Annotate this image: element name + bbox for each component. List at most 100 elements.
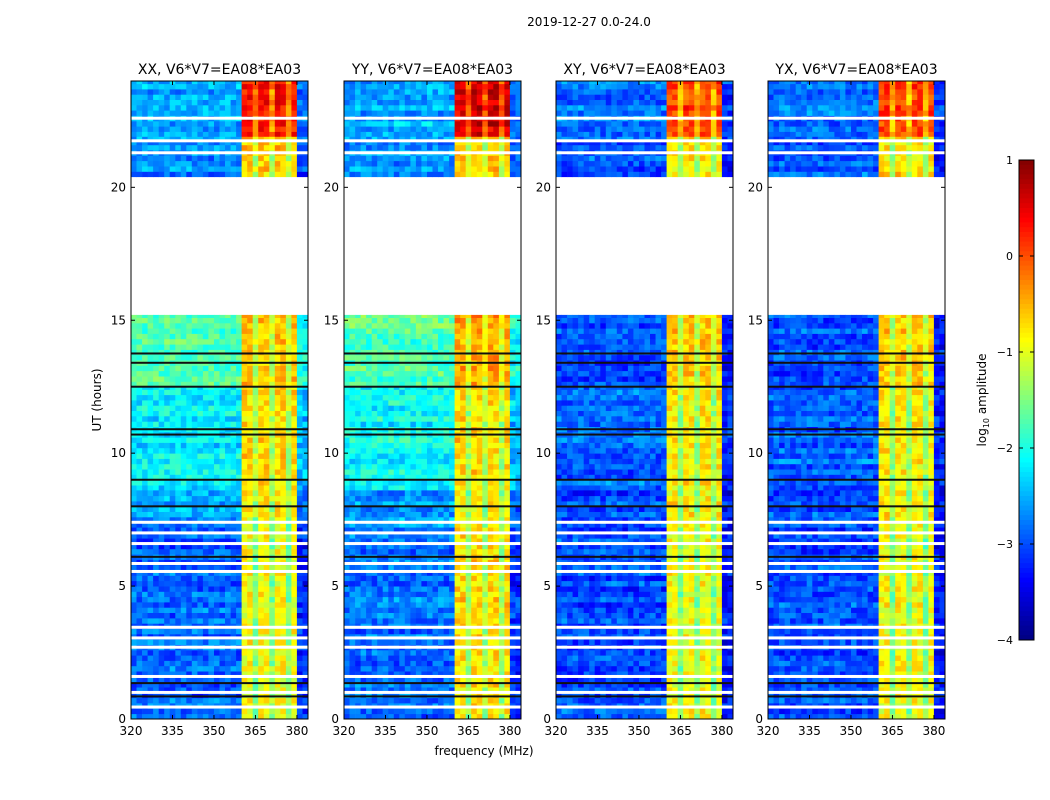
heatmap-cell	[415, 421, 422, 427]
heatmap-cell	[410, 381, 417, 388]
heatmap-cell	[404, 354, 411, 361]
heatmap-cell	[393, 400, 400, 406]
dark-row	[131, 433, 308, 436]
heatmap-cell	[366, 94, 372, 100]
heatmap-cell	[399, 365, 406, 372]
heatmap-cell	[487, 410, 494, 417]
heatmap-cell	[258, 501, 265, 507]
heatmap-cell	[180, 81, 187, 85]
heatmap-cell	[186, 155, 193, 162]
heatmap-cell	[164, 389, 171, 396]
heatmap-cell	[269, 94, 276, 100]
heatmap-cell	[280, 381, 287, 388]
heatmap-cell	[158, 328, 165, 334]
heatmap-cell	[349, 517, 356, 523]
heatmap-cell	[208, 511, 215, 518]
heatmap-cell	[219, 639, 226, 645]
heatmap-cell	[344, 447, 350, 454]
heatmap-cell	[443, 166, 450, 172]
heatmap-cell	[241, 458, 248, 465]
heatmap-cell	[252, 681, 259, 688]
heatmap-cell	[465, 83, 472, 90]
heatmap-cell	[158, 81, 165, 85]
heatmap-cell	[460, 410, 467, 417]
heatmap-cell	[191, 602, 198, 608]
heatmap-cell	[131, 99, 137, 106]
heatmap-cell	[302, 354, 309, 361]
heatmap-cell	[449, 328, 455, 334]
heatmap-cell	[147, 344, 154, 350]
heatmap-cell	[274, 591, 281, 598]
heatmap-cell	[509, 354, 516, 361]
heatmap-cell	[258, 89, 265, 95]
heatmap-cell	[465, 479, 472, 486]
heatmap-cell	[377, 485, 384, 491]
heatmap-cell	[438, 400, 444, 406]
heatmap-cell	[504, 354, 511, 361]
heatmap-cell	[280, 580, 287, 587]
heatmap-cell	[153, 314, 159, 318]
heatmap-cell	[415, 453, 422, 459]
heatmap-cell	[180, 671, 187, 677]
heatmap-cell	[208, 317, 215, 324]
heatmap-cell	[258, 602, 265, 608]
heatmap-cell	[487, 389, 494, 396]
heatmap-cell	[252, 365, 259, 372]
heatmap-cell	[515, 136, 522, 140]
heatmap-cell	[236, 665, 242, 672]
heatmap-cell	[274, 322, 281, 329]
heatmap-cell	[410, 136, 417, 140]
heatmap-cell	[291, 171, 298, 178]
heatmap-cell	[296, 317, 303, 324]
heatmap-cell	[197, 501, 204, 507]
heatmap-cell	[280, 344, 287, 350]
heatmap-cell	[280, 139, 287, 146]
heatmap-cell	[208, 104, 215, 111]
heatmap-cell	[175, 354, 182, 361]
heatmap-cell	[175, 575, 182, 582]
heatmap-cell	[164, 365, 171, 372]
heatmap-cell	[202, 612, 209, 619]
heatmap-cell	[427, 506, 433, 512]
heatmap-cell	[175, 671, 182, 677]
heatmap-cell	[219, 410, 226, 417]
heatmap-cell	[471, 485, 478, 491]
heatmap-cell	[504, 400, 511, 406]
heatmap-cell	[175, 442, 182, 449]
heatmap-cell	[449, 126, 455, 132]
heatmap-cell	[131, 618, 137, 624]
heatmap-cell	[291, 580, 298, 587]
heatmap-cell	[291, 405, 298, 411]
heatmap-cell	[208, 501, 215, 507]
heatmap-cell	[438, 421, 444, 427]
heatmap-cell	[280, 144, 287, 151]
heatmap-cell	[493, 139, 500, 146]
heatmap-cell	[280, 89, 287, 95]
heatmap-cell	[371, 400, 378, 406]
heatmap-cell	[236, 660, 242, 667]
heatmap-cell	[175, 349, 182, 356]
heatmap-cell	[169, 333, 176, 340]
heatmap-cell	[302, 442, 309, 449]
heatmap-cell	[191, 708, 198, 715]
heatmap-cell	[136, 495, 143, 502]
heatmap-cell	[225, 564, 231, 571]
heatmap-cell	[443, 474, 450, 481]
heatmap-cell	[258, 628, 265, 635]
heatmap-cell	[197, 131, 204, 138]
heatmap-cell	[344, 485, 350, 491]
heatmap-cell	[175, 386, 182, 390]
heatmap-cell	[454, 386, 461, 390]
heatmap-cell	[449, 517, 455, 523]
heatmap-cell	[471, 479, 478, 486]
heatmap-cell	[443, 94, 450, 100]
heatmap-cell	[225, 618, 231, 624]
heatmap-cell	[169, 416, 176, 422]
heatmap-cell	[164, 405, 171, 411]
heatmap-cell	[280, 354, 287, 361]
heatmap-cell	[208, 458, 215, 465]
heatmap-cell	[258, 99, 265, 106]
heatmap-cell	[498, 104, 505, 111]
heatmap-cell	[164, 131, 171, 138]
heatmap-cell	[136, 596, 143, 603]
